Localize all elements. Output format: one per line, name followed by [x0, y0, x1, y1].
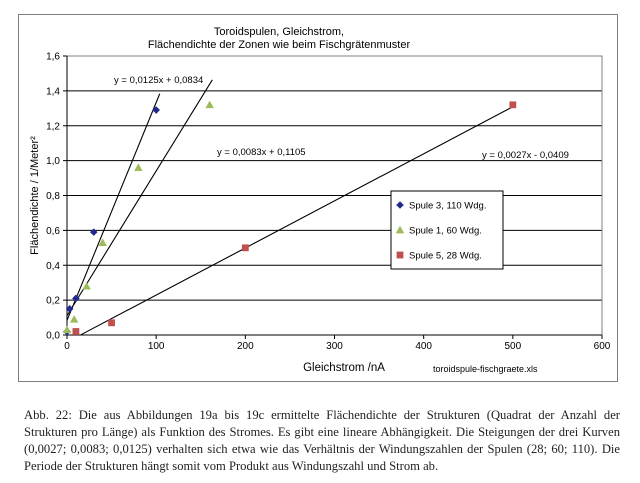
data-point-series-2	[62, 325, 72, 334]
trendline-1	[66, 93, 161, 321]
y-tick-label: 1,2	[46, 121, 60, 132]
legend-marker-3	[396, 251, 404, 259]
y-tick-label: 1,6	[46, 52, 60, 63]
y-axis-label: Flächendichte / 1/Meter²	[29, 136, 41, 255]
y-tick-label: 0,4	[46, 261, 60, 272]
legend-marker-1	[396, 201, 404, 209]
data-point-series-2	[134, 163, 143, 171]
trendline-label-1: y = 0,0125x + 0,0834	[114, 75, 203, 86]
chart-frame: 0,0 0,2 0,4 0,6 0,8 1,0 1,2 1,4 1,6 0 100 200 300 400…	[18, 14, 618, 382]
x-tick-label: 100	[148, 341, 165, 352]
x-tick-label: 600	[594, 341, 611, 352]
data-point-series-1	[89, 228, 98, 236]
data-point-series-3	[241, 244, 249, 252]
figure-caption: Abb. 22: Die aus Abbildungen 19a bis 19c…	[24, 408, 620, 473]
x-tick-label: 0	[64, 341, 70, 352]
x-tick-label: 200	[237, 341, 254, 352]
x-axis-label: Gleichstrom /nA	[303, 362, 385, 374]
y-tick-label: 0,8	[46, 191, 60, 202]
data-point-series-3	[108, 319, 115, 327]
data-point-series-1	[72, 294, 80, 303]
trendline-2	[66, 79, 213, 317]
data-point-series-2	[69, 315, 79, 323]
legend-label-1: Spule 3, 110 Wdg.	[409, 201, 486, 212]
data-point-series-1	[65, 305, 74, 313]
data-point-series-3	[72, 328, 80, 335]
x-tick-label: 300	[326, 341, 343, 352]
data-point-series-2	[98, 238, 107, 246]
trendline-label-3: y = 0,0027x - 0,0409	[482, 150, 569, 161]
chart-title-line-1: Toroidspulen, Gleichstrom,	[214, 26, 344, 38]
data-point-series-3	[509, 101, 517, 109]
trendline-label-2: y = 0,0083x + 0,1105	[217, 147, 306, 158]
data-point-series-2	[82, 281, 91, 290]
y-tick-label: 0,0	[46, 331, 60, 342]
legend-box	[390, 190, 504, 270]
source-file-label: toroidspule-fischgraete.xls	[433, 364, 538, 374]
data-point-series-1	[152, 106, 160, 114]
data-point-series-2	[205, 100, 214, 109]
y-tick-label: 1,0	[46, 156, 60, 167]
y-tick-label: 1,4	[46, 86, 60, 97]
x-tick-label: 400	[415, 341, 432, 352]
legend-label-3: Spule 5, 28 Wdg.	[409, 251, 482, 262]
y-tick-label: 0,6	[46, 226, 60, 237]
chart-title-line-2: Flächendichte der Zonen wie beim Fischgr…	[148, 39, 411, 51]
chart: 0,0 0,2 0,4 0,6 0,8 1,0 1,2 1,4 1,6 0 100 200 300 400…	[29, 26, 611, 374]
x-tick-label: 500	[504, 341, 521, 352]
y-tick-label: 0,2	[46, 296, 60, 307]
legend-label-2: Spule 1, 60 Wdg.	[409, 226, 482, 237]
legend-marker-2	[395, 225, 405, 234]
trendline-3	[80, 106, 514, 336]
